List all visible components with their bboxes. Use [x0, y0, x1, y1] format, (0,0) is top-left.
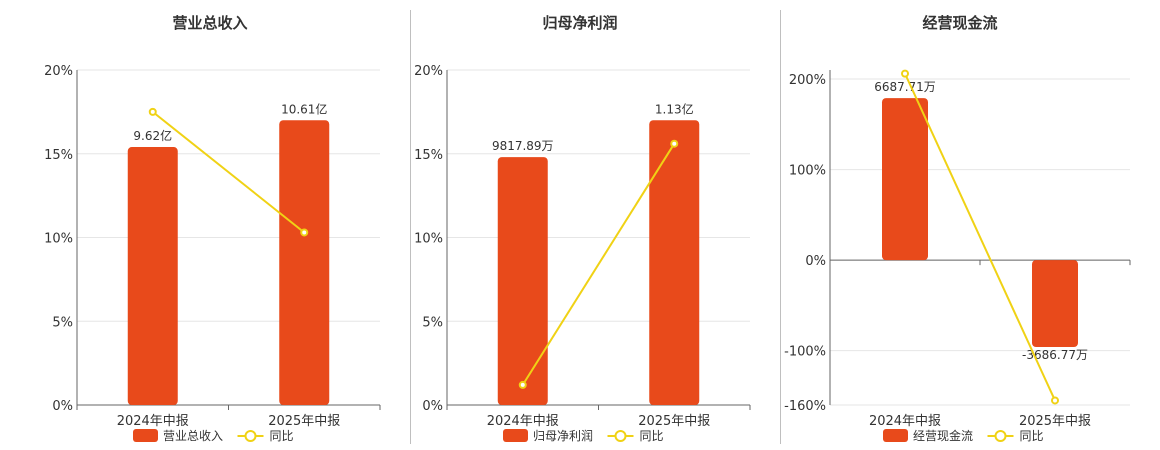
- line-point: [518, 380, 527, 389]
- legend-bar-swatch: [883, 429, 908, 442]
- legend-label: 经营现金流: [913, 428, 973, 443]
- bar: [649, 120, 700, 405]
- chart-title: 归母净利润: [542, 14, 617, 32]
- bar-data-label: 1.13亿: [655, 101, 694, 116]
- y-tick-label: 20%: [44, 64, 73, 79]
- chart-svg: 归母净利润 0% 5% 10% 15% 20% 9817.89万 1.13亿 2024年中报 20…: [414, 14, 751, 443]
- line-point: [1051, 396, 1059, 405]
- bar-data-label: -3686.77万: [1022, 348, 1088, 362]
- series-line: [152, 111, 305, 234]
- y-tick-label: 5%: [52, 315, 73, 330]
- x-tick-label: 2025年中报: [268, 414, 340, 429]
- y-tick-label: 10%: [414, 232, 443, 247]
- x-tick-label: 2025年中报: [638, 414, 710, 429]
- panel-divider: [410, 10, 411, 444]
- legend-label: 同比: [640, 429, 664, 443]
- y-tick-label: 0%: [805, 254, 826, 269]
- y-tick-label: 100%: [789, 164, 826, 179]
- chart-net-profit: 归母净利润 0% 5% 10% 15% 20% 9817.89万 1.13亿 2024年中报 20…: [410, 0, 780, 450]
- legend-label: 同比: [270, 429, 294, 443]
- series-line: [521, 143, 676, 386]
- bar: [1032, 260, 1078, 348]
- chart-svg: 营业总收入 0% 5% 10% 15% 20% 9.62亿 10.61亿 2024年中报 2025…: [44, 14, 381, 443]
- line-point: [300, 228, 309, 237]
- bar: [882, 98, 928, 261]
- legend-label: 归母净利润: [533, 429, 593, 443]
- y-tick-label: 20%: [414, 64, 443, 79]
- chart-title: 经营现金流: [922, 14, 997, 32]
- y-tick-label: 0%: [52, 399, 73, 414]
- y-tick-label: -160%: [784, 399, 826, 414]
- chart-operating-cashflow: 经营现金流 -160% -100% 0% 100% 200% 6687.71万 -3686.7…: [780, 0, 1160, 450]
- bar-data-label: 9817.89万: [492, 139, 554, 153]
- y-tick-label: 15%: [44, 148, 73, 163]
- legend-label: 同比: [1020, 429, 1044, 443]
- legend-line-marker: [614, 430, 627, 442]
- y-tick-label: 5%: [422, 315, 443, 330]
- x-tick-label: 2024年中报: [487, 414, 559, 429]
- legend-bar-swatch: [503, 429, 528, 442]
- chart-svg: 经营现金流 -160% -100% 0% 100% 200% 6687.71万 -3686.7…: [784, 14, 1131, 443]
- series-line: [904, 73, 1056, 401]
- legend-line-marker: [994, 430, 1007, 442]
- bar-data-label: 9.62亿: [133, 128, 172, 143]
- bar-data-label: 10.61亿: [281, 101, 327, 116]
- y-tick-label: 0%: [422, 399, 443, 414]
- bar: [497, 157, 548, 405]
- line-point: [148, 107, 157, 116]
- bar: [127, 147, 178, 406]
- legend-line-marker: [244, 430, 257, 442]
- x-tick-label: 2024年中报: [869, 414, 941, 429]
- chart-revenue: 营业总收入 0% 5% 10% 15% 20% 9.62亿 10.61亿 2024年中报 2025…: [0, 0, 410, 450]
- x-tick-label: 2024年中报: [117, 414, 189, 429]
- legend-label: 营业总收入: [163, 429, 223, 443]
- line-point: [901, 69, 909, 78]
- panel-divider: [780, 10, 781, 444]
- line-point: [670, 139, 679, 148]
- bar-data-label: 6687.71万: [874, 80, 936, 94]
- chart-title: 营业总收入: [172, 14, 247, 32]
- y-tick-label: 200%: [789, 73, 826, 88]
- bar: [279, 120, 330, 405]
- y-tick-label: 15%: [414, 148, 443, 163]
- legend-bar-swatch: [133, 429, 158, 442]
- x-tick-label: 2025年中报: [1019, 414, 1091, 429]
- y-tick-label: -100%: [784, 345, 826, 360]
- y-tick-label: 10%: [44, 232, 73, 247]
